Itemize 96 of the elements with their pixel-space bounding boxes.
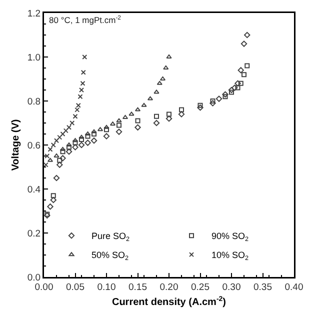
point [82, 54, 88, 60]
point [57, 158, 62, 163]
point [63, 128, 68, 134]
point [53, 174, 60, 182]
point [85, 134, 90, 139]
point [56, 162, 63, 168]
point [57, 134, 62, 140]
point [242, 72, 246, 78]
x-tick-label: 0.00 [34, 282, 54, 293]
legend-label: Pure SO$_{2}$ [92, 231, 130, 243]
point [222, 94, 228, 100]
point [154, 114, 159, 119]
point [228, 86, 235, 94]
point [54, 138, 59, 144]
point [50, 193, 56, 198]
x-tick-label: 0.40 [284, 282, 304, 293]
y-tick-label: 0.8 [27, 96, 41, 108]
point [84, 140, 91, 146]
point [154, 90, 160, 94]
y-tick-label: 0.4 [27, 184, 41, 196]
x-tick-label: 0.05 [66, 282, 84, 293]
point [47, 204, 54, 210]
point [80, 80, 86, 86]
point [244, 63, 250, 68]
y-tick-label: 1.2 [27, 8, 41, 20]
point [222, 91, 228, 98]
legend-label: 10% SO$_{2}$ [212, 250, 250, 262]
point [90, 138, 98, 144]
point [232, 84, 238, 91]
point [179, 107, 184, 112]
point [66, 144, 72, 150]
point [78, 94, 83, 100]
point [134, 124, 141, 130]
point [80, 70, 86, 75]
point [216, 96, 222, 102]
point [197, 104, 204, 111]
point [60, 149, 66, 154]
point [104, 127, 109, 132]
y-tick-label: 0.6 [27, 140, 41, 152]
point [66, 124, 72, 130]
point [60, 132, 66, 136]
point [235, 85, 240, 90]
point [79, 88, 84, 92]
point [72, 144, 78, 150]
point [78, 134, 84, 139]
point [91, 129, 97, 134]
point [135, 118, 140, 124]
point [238, 67, 244, 74]
legend-label: 90% SO$_{2}$ [212, 231, 250, 243]
point [60, 155, 66, 162]
x-axis-title: Current density (A.cm$^{-2}$) [112, 296, 226, 308]
point [66, 148, 72, 155]
point [74, 107, 80, 112]
point [76, 102, 81, 108]
point [234, 80, 241, 86]
x-tick-label: 0.30 [222, 282, 241, 293]
y-tick-label: 0.0 [27, 272, 41, 284]
point [79, 137, 84, 142]
point [141, 102, 147, 107]
point [156, 80, 162, 85]
chart-title: 80 °C, 1 mgPt.cm$^{-2}$ [49, 14, 121, 25]
x-tick-label: 0.35 [254, 282, 272, 293]
x-tick-label: 0.15 [128, 282, 147, 293]
point [238, 80, 244, 86]
point [104, 124, 110, 129]
point [70, 120, 75, 126]
y-tick-label: 0.2 [27, 228, 41, 240]
point [240, 40, 248, 47]
point [116, 122, 122, 128]
point [229, 90, 234, 95]
point [50, 196, 56, 204]
point [116, 128, 122, 135]
point [166, 112, 172, 117]
point [128, 112, 134, 116]
x-tick-label: 0.25 [191, 282, 210, 293]
point [103, 133, 110, 140]
point [44, 154, 50, 158]
point [178, 111, 185, 118]
point [244, 32, 250, 38]
point [48, 146, 53, 152]
point [72, 114, 78, 119]
point [198, 102, 203, 108]
x-tick-label: 0.20 [160, 282, 178, 293]
y-axis-title: Voltage (V) [10, 119, 22, 171]
point [92, 132, 96, 136]
x-tick-label: 0.10 [97, 282, 116, 293]
point [72, 140, 78, 146]
point [50, 142, 56, 148]
point [153, 120, 160, 126]
point [78, 142, 85, 148]
point [210, 98, 216, 104]
point [116, 118, 122, 122]
y-tick-label: 1.0 [27, 52, 41, 64]
point [166, 116, 172, 122]
legend-label: 50% SO$_{2}$ [92, 250, 130, 262]
point [210, 100, 216, 106]
